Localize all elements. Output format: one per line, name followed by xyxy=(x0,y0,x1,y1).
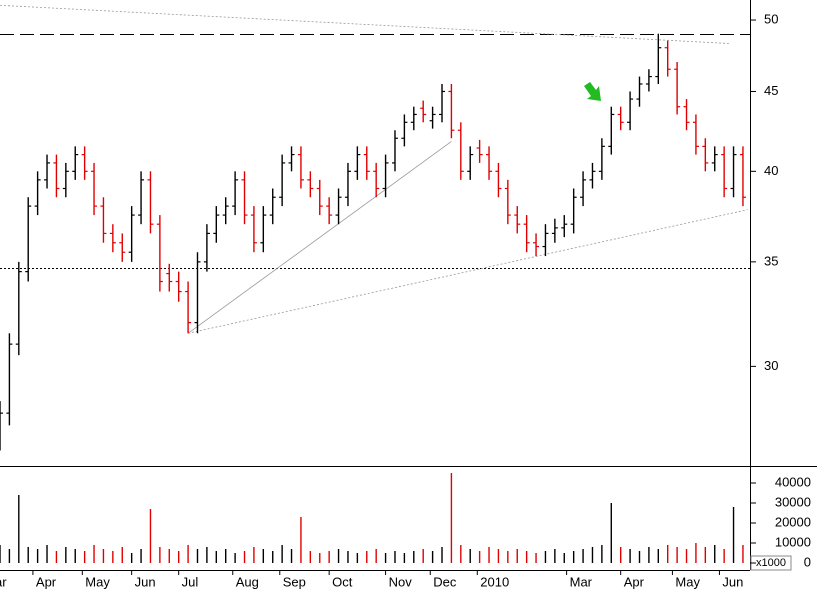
x-tick-label: May xyxy=(675,574,700,589)
trendline xyxy=(188,209,748,334)
y-tick-label: 40 xyxy=(764,163,778,178)
y-tick-label: 10000 xyxy=(775,534,811,549)
y-tick-label: 30000 xyxy=(775,494,811,509)
x-tick-label: Mar xyxy=(0,574,7,589)
x-tick-label: Aug xyxy=(236,574,259,589)
x-tick-label: Apr xyxy=(36,574,57,589)
x-tick-label: Mar xyxy=(570,574,593,589)
x-tick-label: Sep xyxy=(283,574,306,589)
x-tick-label: Jun xyxy=(135,574,156,589)
y-tick-label: 0 xyxy=(804,554,811,569)
y-tick-label: 50 xyxy=(764,11,778,26)
trendline xyxy=(187,141,452,334)
x-tick-label: Apr xyxy=(624,574,645,589)
trendline xyxy=(0,4,729,44)
x-tick-label: 2010 xyxy=(480,574,509,589)
x-tick-label: Dec xyxy=(433,574,457,589)
y-tick-label: 45 xyxy=(764,83,778,98)
x-tick-label: Nov xyxy=(389,574,413,589)
x-tick-label: Jun xyxy=(722,574,743,589)
x-tick-label: May xyxy=(85,574,110,589)
y-tick-label: 35 xyxy=(764,253,778,268)
y-tick-label: 40000 xyxy=(775,474,811,489)
y-tick-label: 20000 xyxy=(775,514,811,529)
annotation-arrow xyxy=(584,82,601,101)
x-tick-label: Jul xyxy=(182,574,199,589)
unit-label: x1000 xyxy=(756,557,786,569)
y-tick-label: 30 xyxy=(764,358,778,373)
x-tick-label: Oct xyxy=(332,574,353,589)
